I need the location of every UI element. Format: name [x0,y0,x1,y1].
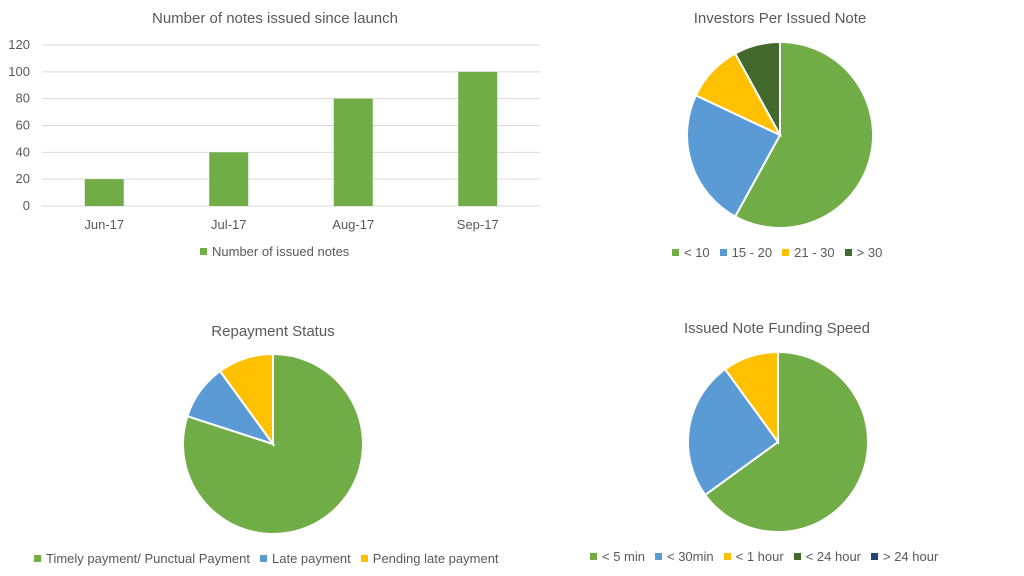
y-tick-label: 20 [16,171,30,186]
legend-swatch [871,553,878,560]
pie-slice-3 [733,40,781,136]
bar-aug-17 [333,98,373,206]
legend-item: Pending late payment [360,551,499,566]
x-tick-label: Jun-17 [84,217,124,232]
bar-jun-17 [84,179,124,206]
legend-swatch [590,553,597,560]
bar-sep-17 [458,71,498,206]
legend-label: > 24 hour [883,549,939,564]
pie-slice-0 [733,40,874,229]
legend-swatch [844,249,852,256]
x-tick-label: Jul-17 [211,217,246,232]
legend-item: 15 - 20 [719,245,773,260]
bar-chart-legend: Number of issued notes [200,244,359,259]
legend-item: < 1 hour [723,549,784,564]
repayment-pie-title: Repayment Status [211,323,335,340]
investors-pie-legend: < 10 15 - 20 21 - 30 > 30 [672,245,892,260]
legend-item: < 24 hour [793,549,861,564]
legend-label: < 30min [667,549,714,564]
pie-slice-2 [723,350,779,446]
legend-item: < 5 min [590,549,645,564]
legend-label: < 24 hour [805,549,861,564]
legend-label: < 10 [684,245,710,260]
legend-item: > 24 hour [871,549,938,564]
legend-item: < 30min [655,549,714,564]
legend-item-issued-notes: Number of issued notes [200,244,349,259]
pie-slice-1 [686,94,782,218]
legend-swatch [782,249,790,256]
legend-item: Timely payment/ Punctual Payment [34,551,250,566]
legend-item: > 30 [844,245,883,260]
legend-label: Pending late payment [372,551,499,566]
y-tick-label: 100 [8,64,30,79]
legend-swatch [260,555,267,562]
funding-speed-pie-legend: < 5 min < 30min < 1 hour < 24 hour > 24 hour [590,549,948,564]
repayment-pie-legend: Timely payment/ Punctual Payment Late pay… [34,551,509,566]
legend-label: 21 - 30 [794,245,835,260]
legend-item: < 10 [672,245,710,260]
legend-label: Number of issued notes [212,244,350,259]
bar-chart: 0 20 40 60 80 100 120 Jun-17 Jul-17 Aug-17 Sep-17 [8,37,540,232]
legend-label: > 30 [856,245,883,260]
pie-slice-1 [687,367,780,497]
legend-swatch [793,553,801,560]
legend-swatch [360,555,368,562]
x-tick-label: Sep-17 [457,217,499,232]
legend-swatch [200,248,207,255]
legend-item: Late payment [260,551,351,566]
legend-swatch [655,553,662,560]
legend-swatch [34,555,41,562]
legend-item: 21 - 30 [782,245,835,260]
y-tick-label: 40 [16,144,30,159]
y-tick-label: 80 [16,91,30,106]
funding-speed-pie-title: Issued Note Funding Speed [684,320,870,337]
y-tick-label: 0 [23,198,30,213]
bar-jul-17 [209,152,249,206]
legend-label: Late payment [272,551,351,566]
legend-swatch [723,553,731,560]
legend-label: 15 - 20 [731,245,773,260]
investors-pie-title: Investors Per Issued Note [693,10,867,27]
y-tick-label: 120 [8,37,30,52]
legend-swatch [719,249,727,256]
legend-label: Timely payment/ Punctual Payment [46,551,250,566]
y-tick-label: 60 [16,118,30,133]
legend-label: < 5 min [602,549,645,564]
legend-swatch [672,249,679,256]
x-tick-label: Aug-17 [332,217,374,232]
pie-slice-0 [703,350,869,533]
bar-chart-title: Number of notes issued since launch [152,10,398,27]
legend-label: < 1 hour [735,549,784,564]
pie-slice-2 [218,352,274,448]
